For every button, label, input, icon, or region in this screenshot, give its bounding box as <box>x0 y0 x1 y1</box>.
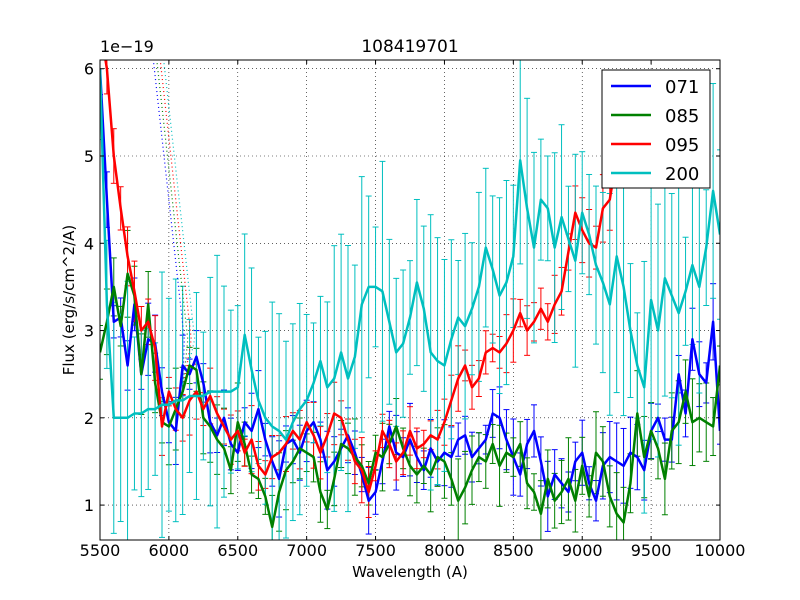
x-tick-label: 6000 <box>149 541 190 560</box>
legend: 071 085 095 200 <box>601 69 711 189</box>
series-line-095 <box>104 60 625 494</box>
dotted-line-071 <box>152 60 185 392</box>
dotted-line-085 <box>156 60 189 392</box>
legend-label-085: 085 <box>665 106 699 127</box>
legend-label-095: 095 <box>665 135 699 156</box>
y-axis-label: Flux (erg/s/cm^2/A) <box>60 225 78 376</box>
x-tick-label: 8500 <box>493 541 534 560</box>
x-tick-label: 9000 <box>562 541 603 560</box>
y-tick-label: 3 <box>84 322 94 341</box>
series-line-071 <box>100 68 720 502</box>
plot-frame <box>99 59 721 541</box>
series-line-200 <box>100 68 720 441</box>
y-tick-label: 1 <box>84 496 94 515</box>
dotted-model-lines <box>152 60 196 392</box>
x-tick-label: 9500 <box>631 541 672 560</box>
y-tick-label: 2 <box>84 409 94 428</box>
x-tick-label: 8000 <box>424 541 465 560</box>
x-tick-label: 5500 <box>80 541 121 560</box>
legend-label-200: 200 <box>665 164 699 185</box>
y-tick-label: 6 <box>84 60 94 79</box>
y-axis: 1 2 3 4 5 6 <box>84 60 720 515</box>
x-axis-label: Wavelength (A) <box>352 563 468 581</box>
legend-box <box>601 69 711 189</box>
dotted-line-200 <box>163 60 196 392</box>
x-axis: 5500 6000 6500 7000 7500 8000 8500 9000 9500 1000… <box>80 60 746 560</box>
y-scale-label: 1e−19 <box>100 37 154 56</box>
legend-label-071: 071 <box>665 77 699 98</box>
dotted-line-095 <box>159 60 192 392</box>
x-tick-label: 7500 <box>355 541 396 560</box>
chart-title: 108419701 <box>361 37 458 57</box>
x-tick-label: 10000 <box>695 541 746 560</box>
y-tick-label: 4 <box>84 234 94 253</box>
y-tick-label: 5 <box>84 147 94 166</box>
series-line-085 <box>100 272 720 529</box>
series-lines <box>100 60 720 529</box>
x-tick-label: 6500 <box>217 541 258 560</box>
x-tick-label: 7000 <box>286 541 327 560</box>
